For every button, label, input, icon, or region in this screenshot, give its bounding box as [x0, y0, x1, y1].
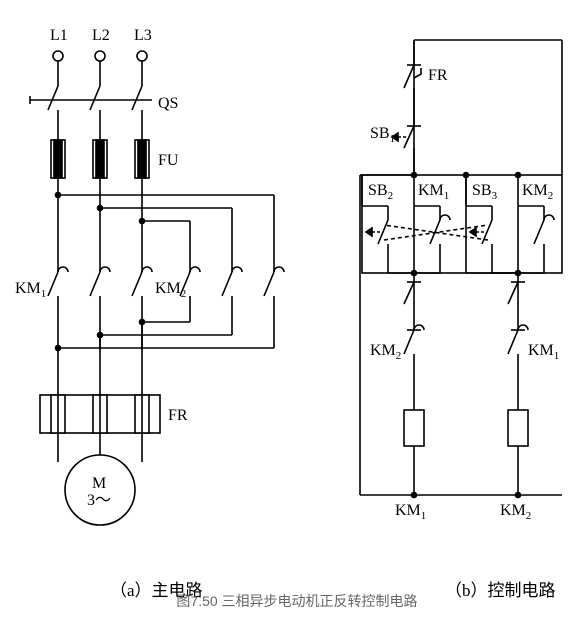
km1-nc-label: KM1	[528, 342, 559, 362]
km2-nc-interlock	[404, 325, 424, 410]
fr-thermal	[40, 395, 160, 433]
figure-caption: 图7.50 三相异步电动机正反转控制电路	[10, 591, 574, 611]
km1-main-label: KM1	[15, 280, 46, 300]
motor-3: 3～	[87, 492, 111, 509]
qs-switch	[30, 86, 152, 140]
km1-coil-label: KM1	[395, 502, 426, 522]
l3-label: L3	[134, 27, 152, 44]
motor-m: M	[92, 475, 106, 492]
km1-coil	[404, 410, 424, 495]
km2-main-label: KM2	[155, 280, 186, 300]
control-circuit: FR SB1 SB2 KM1 SB3 KM2	[360, 40, 562, 522]
km2-coil	[508, 410, 528, 495]
circuit-svg: L1 L2 L3 QS FU	[10, 10, 574, 550]
km1-nc-interlock	[508, 325, 528, 410]
km2-contacts	[180, 267, 284, 348]
fr-ctrl-label: FR	[428, 67, 448, 84]
km1-no-aux	[414, 206, 450, 273]
km2-coil-label: KM2	[500, 502, 531, 522]
fu-label: FU	[158, 152, 179, 169]
main-circuit: L1 L2 L3 QS FU	[15, 27, 284, 525]
phase-terminals	[53, 51, 147, 86]
l2-label: L2	[92, 27, 110, 44]
fuses	[51, 140, 149, 178]
l1-label: L1	[50, 27, 68, 44]
sb1-button	[392, 120, 421, 175]
km2-no-aux	[518, 206, 554, 273]
fr-nc-contact	[404, 40, 421, 120]
figure-container: L1 L2 L3 QS FU	[10, 10, 574, 631]
qs-label: QS	[158, 95, 178, 112]
fr-label: FR	[168, 407, 188, 424]
km2-aux-label: KM2	[522, 182, 553, 202]
sb1-label: SB1	[370, 125, 395, 145]
km2-nc-label: KM2	[370, 342, 401, 362]
sb3-label: SB3	[472, 182, 498, 202]
km1-aux-label: KM1	[418, 182, 449, 202]
sb2-label: SB2	[368, 182, 393, 202]
